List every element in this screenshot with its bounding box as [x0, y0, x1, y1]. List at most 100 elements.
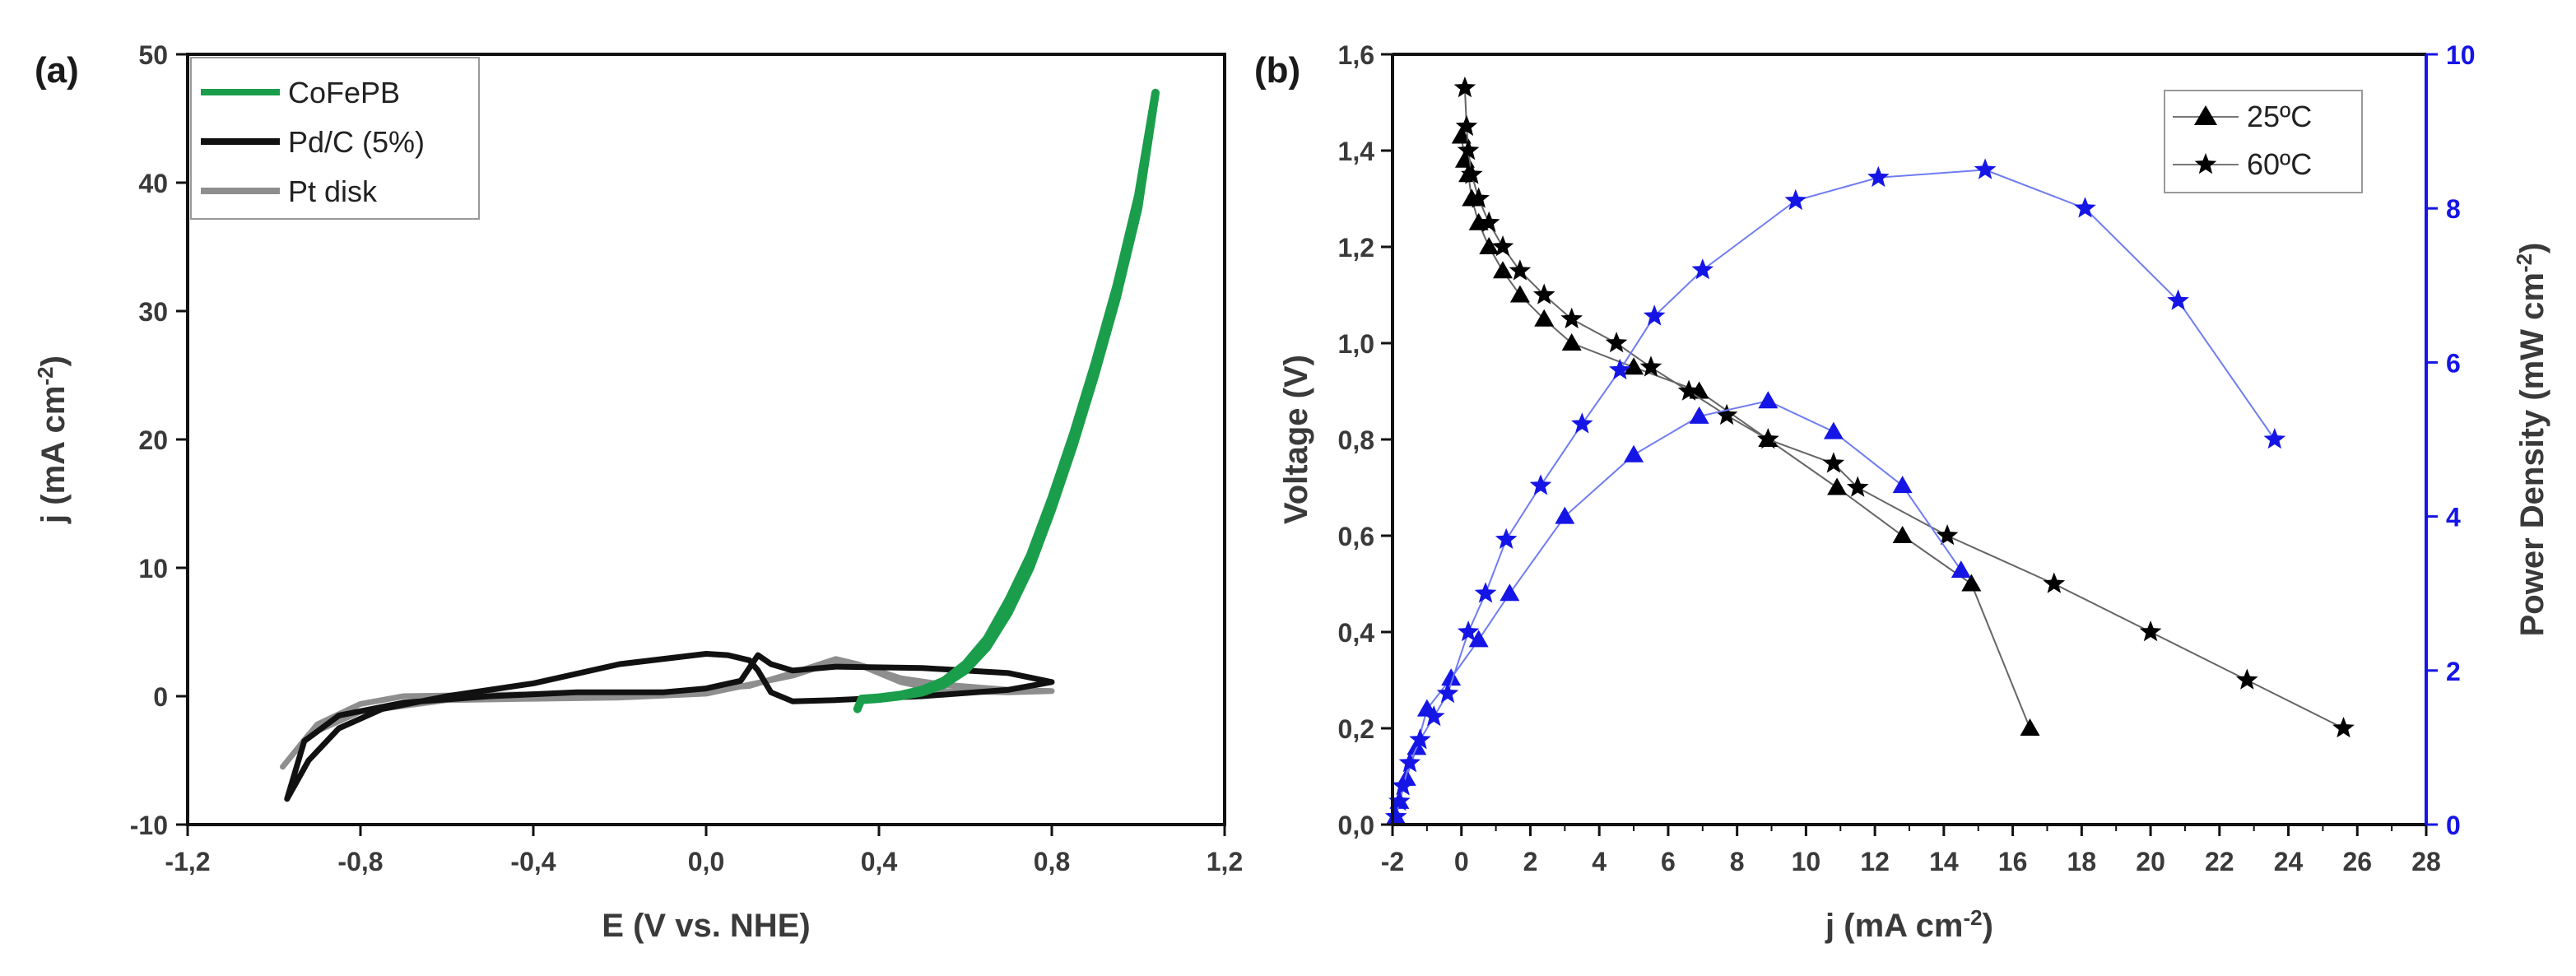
legend-label-cofepb: CoFePB	[288, 76, 400, 109]
marker-60c	[1477, 211, 1500, 233]
legend-label-pdc: Pd/C (5%)	[288, 125, 425, 159]
panel-a-y-label-end: )	[35, 356, 72, 366]
panel-b-y-tick-label: 0,8	[1338, 425, 1374, 455]
panel-a-y-tick-label: -10	[130, 811, 168, 840]
marker-60c	[1467, 187, 1490, 208]
marker-60c-power	[1436, 681, 1459, 704]
panel-b-series-layer	[1384, 77, 2355, 826]
panel-b-y2-tick-label: 8	[2446, 194, 2461, 224]
panel-b-x-tick-label: 12	[1860, 847, 1890, 876]
legend-marker-25c	[2194, 105, 2217, 125]
marker-60c	[2043, 572, 2066, 593]
panel-a-y-tick-label: 0	[153, 682, 168, 712]
marker-60c-power	[1643, 304, 1666, 326]
marker-60c-power	[1457, 620, 1480, 642]
marker-60c	[1757, 428, 1779, 449]
marker-25c-power	[1892, 476, 1913, 494]
marker-25c	[1534, 309, 1555, 327]
panel-a-y-tick-label: 10	[138, 554, 168, 583]
panel-b-x-tick-label: 0	[1454, 847, 1469, 876]
marker-60c-power	[1609, 358, 1631, 380]
panel-a-y-tick-label: 40	[138, 169, 168, 198]
panel-b-x-axis-label: j (mA cm-2)	[1825, 905, 1993, 944]
marker-60c	[2332, 717, 2355, 738]
panel-a-series-layer	[280, 88, 1160, 802]
series-line-25c	[1460, 136, 2031, 729]
marker-60c-power	[1388, 789, 1411, 811]
panel-b-x-tick-label: 10	[1792, 847, 1821, 876]
marker-25c-power	[1555, 506, 1575, 524]
marker-25c-power	[1951, 560, 1971, 579]
marker-60c	[1491, 235, 1514, 257]
marker-25c-power	[1624, 444, 1644, 462]
panel-b-x-label-main: j (mA cm	[1825, 908, 1963, 944]
panel-a-y-ticks: -10 0 10 20 30 40 50	[130, 40, 188, 840]
marker-25c	[1479, 237, 1500, 254]
marker-60c	[1936, 524, 1959, 546]
panel-b-x-tick-label: 16	[1998, 847, 2028, 876]
panel-b-y2-ticks: 0 2 4 6 8 10	[2426, 40, 2476, 840]
marker-25c	[1468, 212, 1489, 230]
panel-b-x-label-sup: -2	[1964, 905, 1983, 930]
panel-a-x-axis-label: E (V vs. NHE)	[602, 908, 810, 944]
marker-60c-power	[1529, 474, 1552, 495]
panel-b-legend-box	[2164, 90, 2363, 193]
panel-b-y-tick-label: 0,4	[1338, 618, 1375, 648]
marker-60c	[2139, 620, 2162, 642]
marker-25c-power	[1689, 406, 1709, 424]
marker-60c-power	[1409, 728, 1431, 750]
marker-60c-power	[1784, 188, 1807, 211]
panel-b-y-tick-label: 0,6	[1338, 522, 1374, 551]
series-line-cofepb	[853, 88, 1160, 713]
panel-b-y-tick-label: 0,0	[1338, 811, 1374, 840]
panel-b-x-tick-label: 20	[2136, 847, 2165, 876]
marker-60c	[1715, 403, 1738, 425]
panel-a-y-label-sup: -2	[33, 366, 58, 385]
marker-60c	[1461, 163, 1483, 184]
panel-a-x-ticks: -1,2 -0,8 -0,4 0,0 0,4 0,8 1,2	[165, 825, 1243, 876]
panel-b-x-tick-label: 28	[2411, 847, 2441, 876]
panel-b-y-ticks: 0,0 0,2 0,4 0,6 0,8 1,0 1,2 1,4 1,6	[1338, 40, 1393, 840]
panel-a-y-axis-label: j (mA cm-2)	[33, 356, 72, 524]
panel-b-y-tick-label: 0,2	[1338, 714, 1374, 744]
panel-b-y-tick-label: 1,4	[1338, 137, 1375, 166]
marker-60c	[1846, 476, 1869, 497]
series-line-25c-power	[1395, 400, 1962, 817]
marker-25c	[1561, 333, 1582, 351]
marker-60c-power	[1384, 805, 1407, 826]
panel-b-x-ticks: -2 0 2 4 6 8 10 12 14 16 18 20 22 24 26 28	[1381, 825, 2441, 876]
marker-25c	[1961, 574, 1982, 592]
panel-b-y2-label-main: Power Density (mW cm	[2514, 272, 2550, 636]
panel-b-y2-tick-label: 2	[2446, 657, 2461, 686]
marker-60c	[1453, 77, 1476, 98]
marker-25c	[1892, 526, 1913, 543]
marker-25c-power	[1758, 391, 1779, 409]
panel-b-x-tick-label: 22	[2205, 847, 2234, 876]
panel-a-x-tick-label: 0,8	[1034, 847, 1070, 876]
panel-b-y2-tick-label: 10	[2446, 40, 2476, 70]
panel-a-legend: CoFePB Pd/C (5%) Pt disk	[190, 57, 480, 220]
legend-label-pt-disk: Pt disk	[288, 174, 378, 208]
marker-60c-power	[2074, 197, 2096, 218]
marker-60c-power	[1867, 165, 1890, 188]
panel-b-y2-label-end: )	[2514, 243, 2550, 253]
marker-60c-power	[1974, 158, 1997, 179]
marker-60c-power	[1495, 528, 1518, 549]
panel-b-y2-axis-label: Power Density (mW cm-2)	[2512, 243, 2550, 637]
marker-25c	[1492, 261, 1513, 279]
panel-a-y-tick-label: 50	[138, 40, 168, 70]
marker-25c	[2020, 718, 2040, 736]
marker-60c-power	[1392, 774, 1414, 796]
legend-label-25c: 25ºC	[2247, 100, 2312, 133]
panel-a-y-tick-label: 30	[138, 297, 168, 327]
marker-60c-power	[1691, 258, 1714, 280]
marker-25c	[1451, 126, 1472, 144]
marker-60c	[1455, 114, 1478, 137]
legend-marker-60c	[2194, 153, 2217, 174]
marker-60c	[1509, 259, 1532, 281]
panel-b-x-tick-label: 24	[2274, 847, 2304, 876]
panel-b-x-tick-label: 8	[1730, 847, 1745, 876]
panel-b-y-tick-label: 1,2	[1338, 233, 1374, 263]
marker-60c	[2236, 668, 2258, 690]
panel-b-x-tick-label: 4	[1592, 847, 1607, 876]
